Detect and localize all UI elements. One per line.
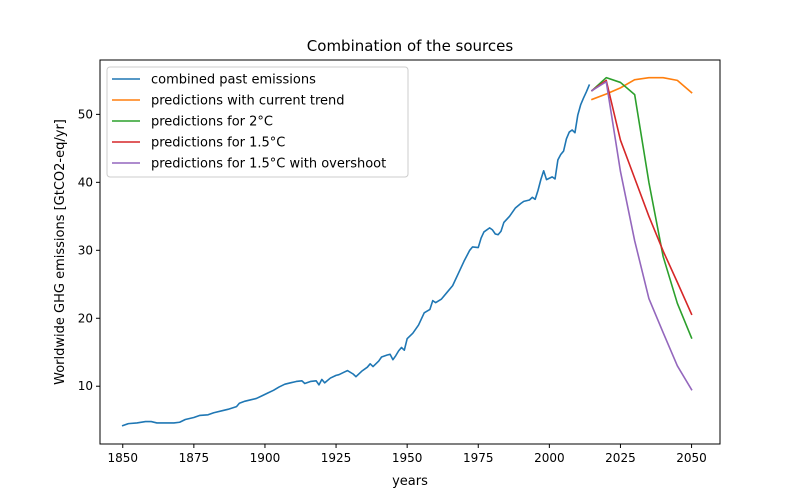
x-tick-label: 1875: [179, 451, 210, 465]
x-tick-label: 2000: [534, 451, 565, 465]
x-tick-label: 1950: [392, 451, 423, 465]
legend-label-0: combined past emissions: [151, 73, 316, 88]
y-tick-label: 10: [78, 379, 93, 393]
series-line-3: [590, 79, 693, 316]
y-axis-label: Worldwide GHG emissions [GtCO2-eq/yr]: [53, 119, 68, 385]
x-tick-label: 1975: [463, 451, 494, 465]
legend-label-4: predictions for 1.5°C with overshoot: [151, 157, 386, 172]
legend-label-2: predictions for 2°C: [151, 115, 273, 130]
x-tick-label: 1850: [107, 451, 138, 465]
x-tick-label: 1925: [321, 451, 352, 465]
series-line-2: [590, 76, 693, 340]
x-tick-label: 2050: [676, 451, 707, 465]
series-line-0: [121, 84, 591, 427]
chart-title: Combination of the sources: [307, 37, 514, 55]
legend: combined past emissions predictions with …: [106, 66, 409, 178]
lines-layer: [121, 76, 693, 427]
series-line-4: [590, 80, 693, 391]
x-tick-label: 2025: [605, 451, 636, 465]
x-axis-label: years: [392, 474, 428, 489]
legend-label-1: predictions with current trend: [151, 94, 345, 109]
legend-label-3: predictions for 1.5°C: [151, 136, 285, 151]
y-tick-label: 40: [78, 175, 93, 189]
y-tick-label: 20: [78, 311, 93, 325]
axes-frame: [99, 59, 721, 445]
y-tick-label: 50: [78, 107, 93, 121]
y-axis: 10 20 30 40 50: [78, 107, 100, 393]
x-axis: 1850 1875 1900 1925 1950 1975 2000 2025 2050: [107, 444, 707, 465]
y-tick-label: 30: [78, 243, 93, 257]
x-tick-label: 1900: [250, 451, 281, 465]
legend-box: [106, 66, 409, 178]
